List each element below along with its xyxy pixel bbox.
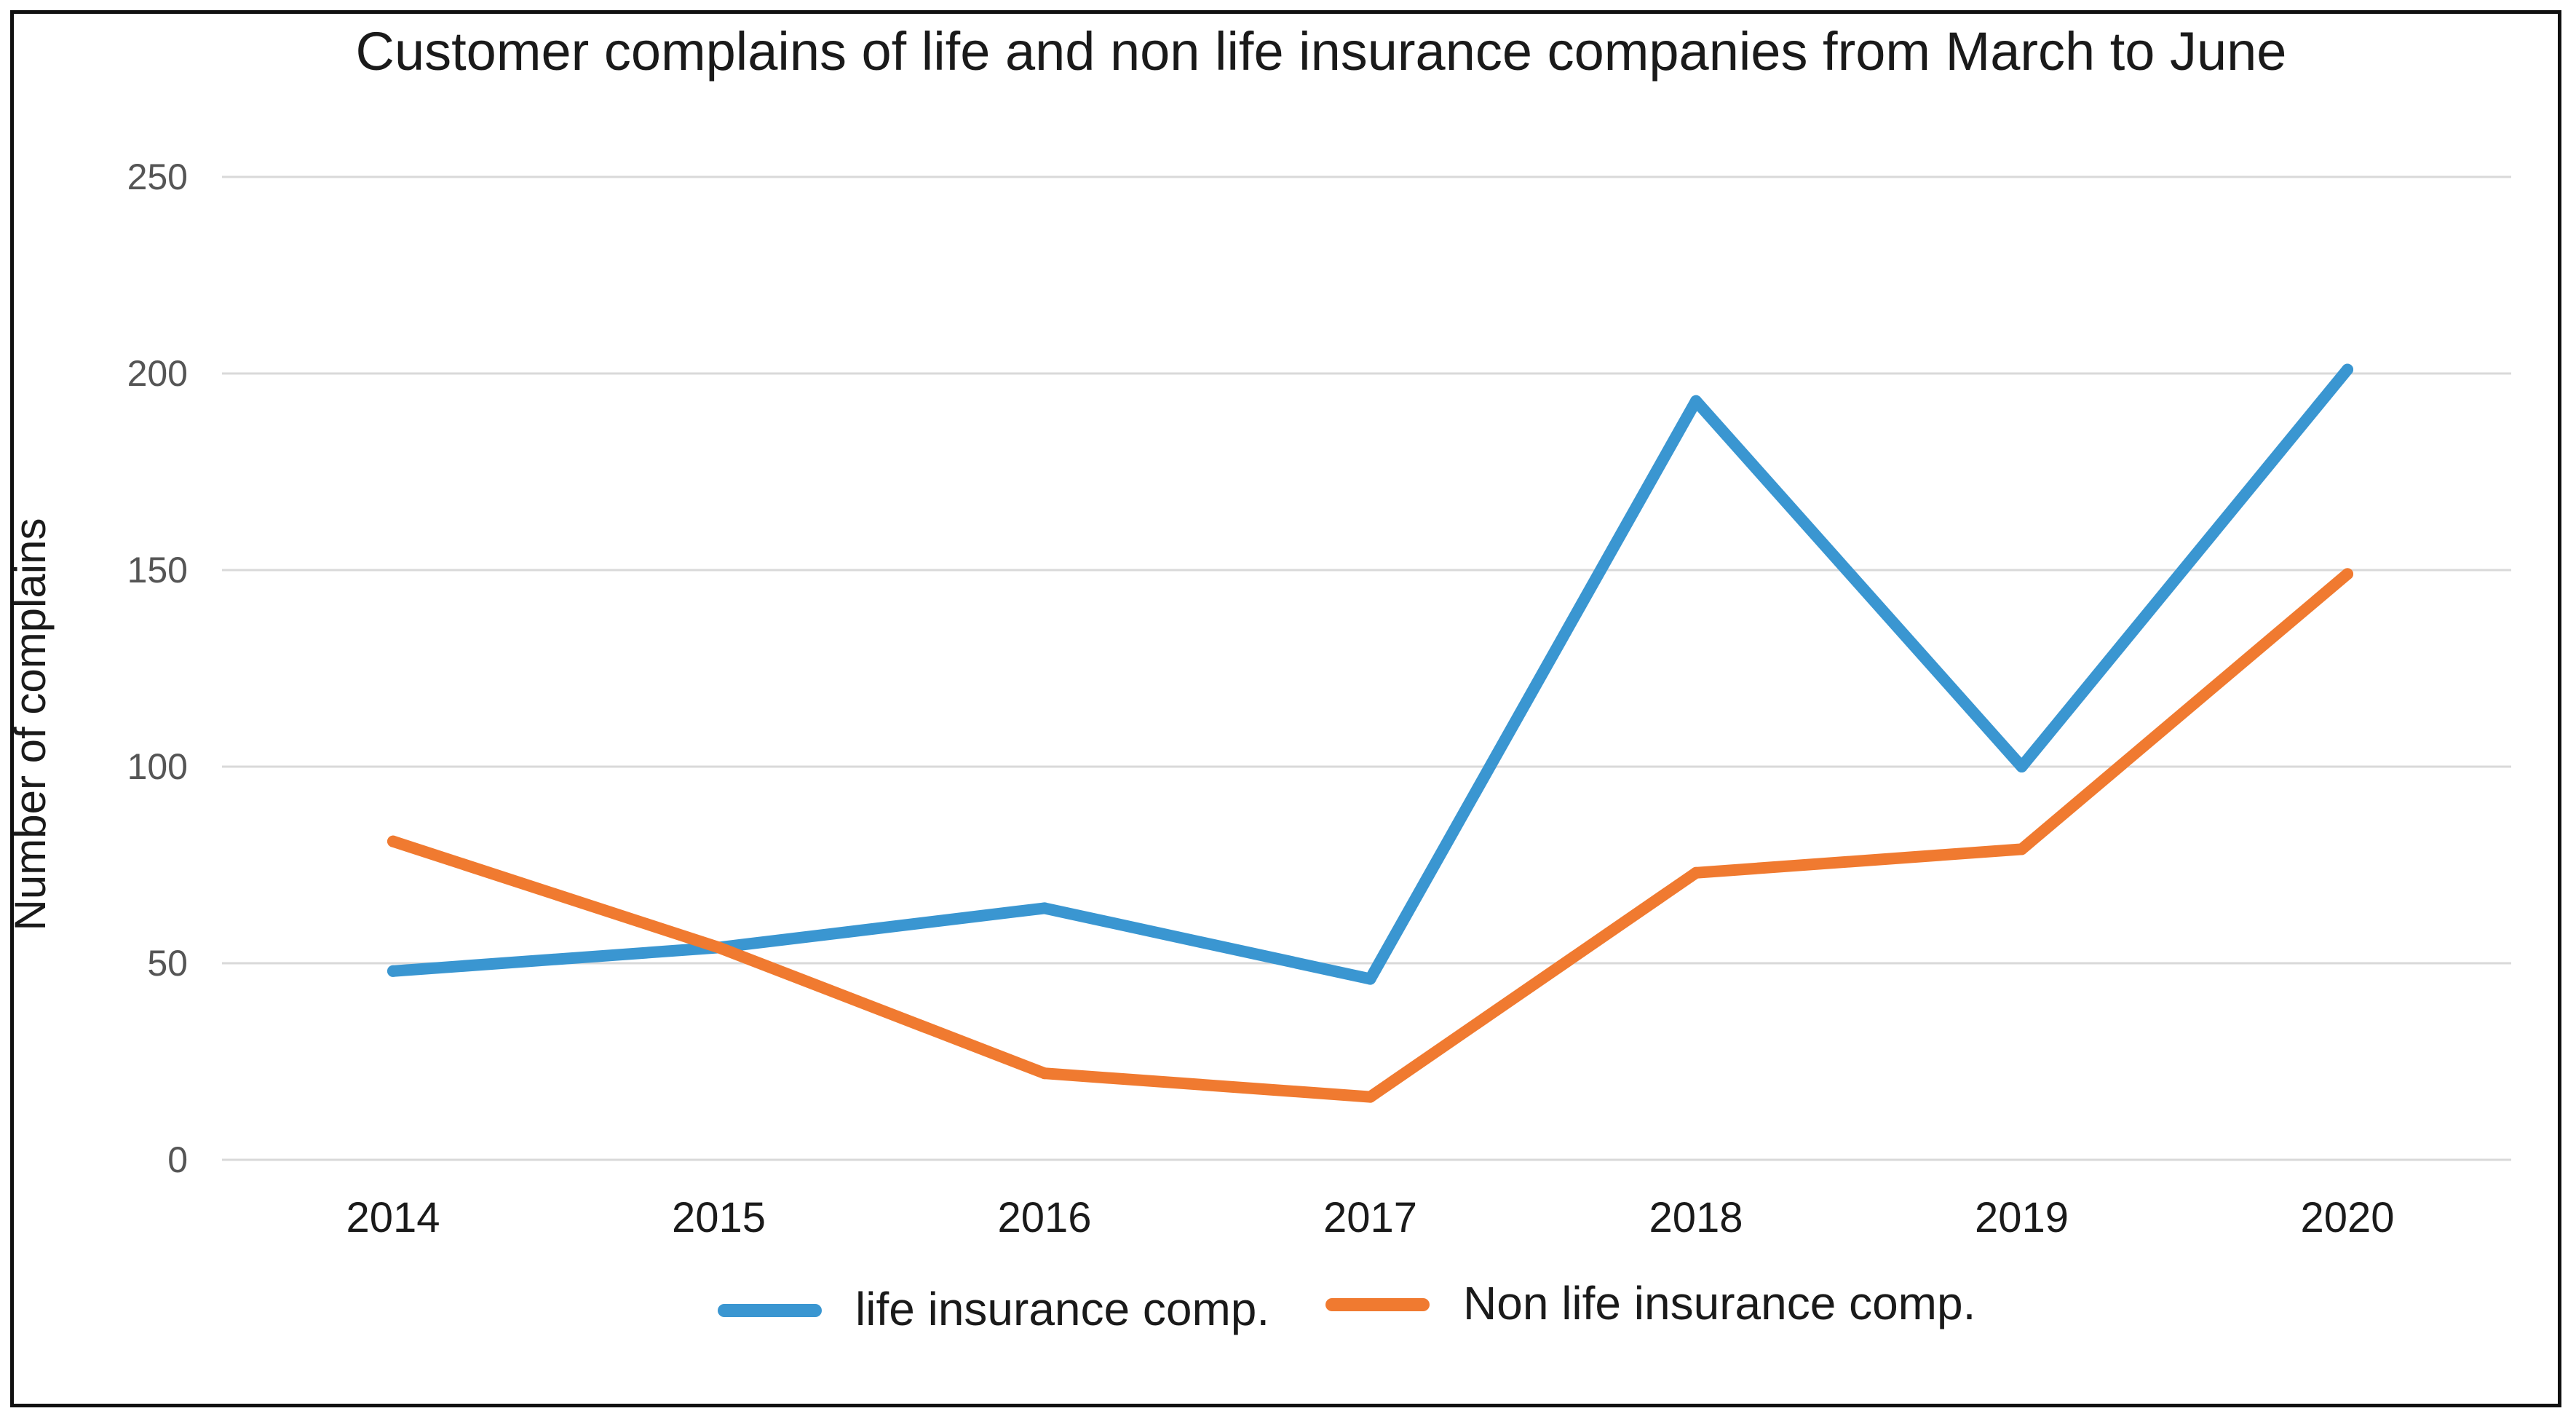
x-tick-label-2016: 2016 <box>997 1194 1091 1241</box>
data-point <box>2016 761 2028 772</box>
data-point <box>2342 568 2353 580</box>
x-tick-label-2018: 2018 <box>1649 1194 1743 1241</box>
series-line-life <box>387 363 2353 985</box>
y-axis-ticks: 0 50 100 150 200 250 <box>127 157 188 1180</box>
data-point <box>713 941 725 954</box>
y-tick-label: 150 <box>127 550 188 590</box>
x-tick-label-2015: 2015 <box>672 1194 766 1241</box>
series-line-non-life <box>387 568 2353 1103</box>
legend: life insurance comp. Non life insurance c… <box>718 1277 1975 1335</box>
data-point <box>387 835 399 847</box>
x-axis-ticks: 2014 2015 2016 2017 2018 2019 2020 <box>346 1194 2394 1241</box>
data-point <box>2342 363 2353 376</box>
x-tick-label-2017: 2017 <box>1323 1194 1417 1241</box>
y-tick-label: 200 <box>127 353 188 394</box>
y-axis-label: Number of complains <box>6 518 55 931</box>
y-tick-label: 250 <box>127 157 188 197</box>
y-tick-label: 50 <box>147 943 188 984</box>
data-point <box>1039 902 1050 914</box>
data-point <box>2016 843 2028 855</box>
data-point <box>1364 973 1376 985</box>
x-tick-label-2019: 2019 <box>1975 1194 2069 1241</box>
chart-title: Customer complains of life and non life … <box>356 21 2287 82</box>
data-point <box>1690 866 1702 879</box>
legend-label-life: life insurance comp. <box>855 1283 1269 1335</box>
x-tick-label-2020: 2020 <box>2300 1194 2394 1241</box>
data-point <box>1039 1067 1050 1080</box>
legend-label-non-life: Non life insurance comp. <box>1463 1277 1975 1329</box>
y-tick-label: 100 <box>127 746 188 787</box>
data-point <box>1690 395 1702 407</box>
gridlines <box>222 175 2511 1161</box>
data-point <box>387 965 399 977</box>
chart-frame <box>10 10 2561 1407</box>
data-point <box>1364 1091 1376 1103</box>
y-tick-label: 0 <box>167 1139 188 1180</box>
series-lines <box>387 363 2353 1103</box>
x-tick-label-2014: 2014 <box>346 1194 440 1241</box>
